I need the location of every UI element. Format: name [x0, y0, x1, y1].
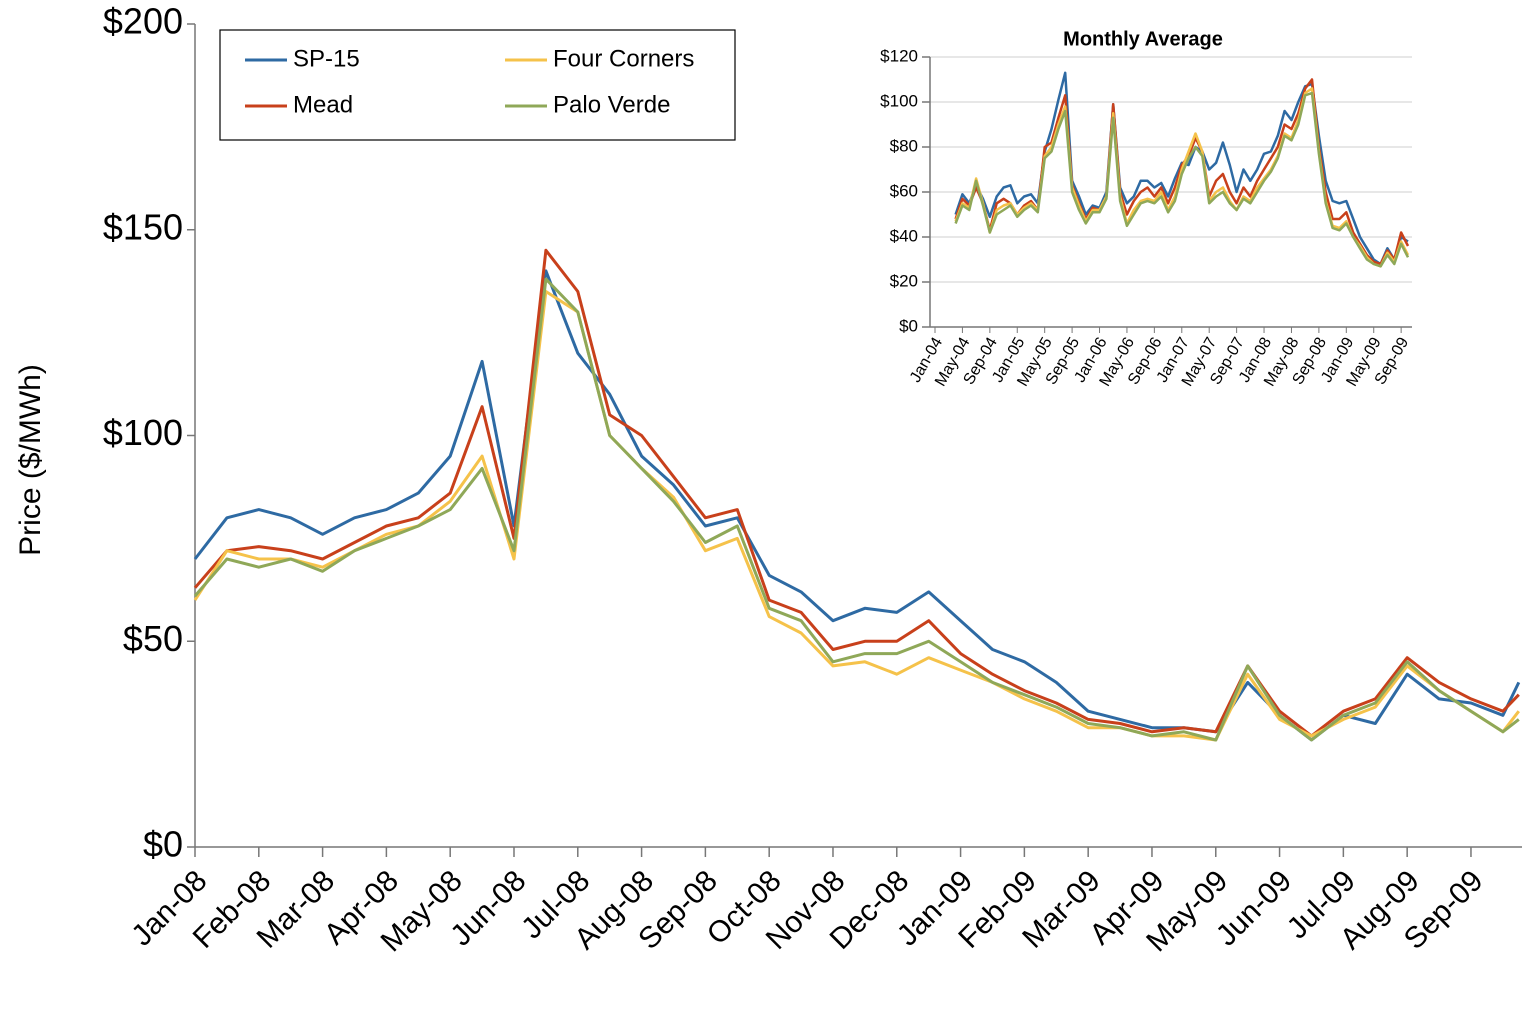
y-tick-label: $0 — [899, 316, 918, 335]
y-tick-label: $60 — [890, 181, 918, 200]
y-tick-label: $40 — [890, 226, 918, 245]
series-line — [954, 71, 1409, 266]
legend-label: Palo Verde — [553, 91, 670, 118]
y-tick-label: $0 — [143, 824, 183, 865]
y-tick-label: $100 — [880, 91, 918, 110]
y-tick-label: $50 — [123, 618, 183, 659]
y-tick-label: $100 — [103, 412, 183, 453]
series-line — [954, 91, 1410, 268]
legend-label: SP-15 — [293, 45, 360, 72]
y-tick-label: $120 — [880, 46, 918, 65]
legend-label: Mead — [293, 91, 353, 118]
legend-box — [219, 29, 736, 141]
y-tick-label: $80 — [890, 136, 918, 155]
y-axis-label: Price ($/MWh) — [14, 364, 47, 556]
series-line — [954, 78, 1410, 266]
y-tick-label: $150 — [103, 206, 183, 247]
y-tick-label: $200 — [103, 1, 183, 42]
y-tick-label: $20 — [890, 271, 918, 290]
inset-title: Monthly Average — [1063, 28, 1223, 50]
legend-label: Four Corners — [553, 45, 694, 72]
series-line — [193, 277, 1520, 742]
